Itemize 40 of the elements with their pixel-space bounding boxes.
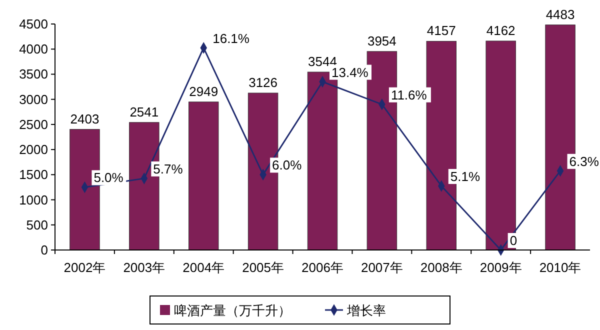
data-label: 5.1%: [450, 168, 480, 184]
data-label: 5.7%: [153, 161, 184, 176]
bar: [486, 40, 516, 250]
y-tick-label: 1000: [19, 192, 48, 208]
data-label: 3954: [367, 33, 396, 48]
y-tick-label: 3000: [19, 92, 48, 107]
y-tick-label: 4500: [19, 16, 48, 32]
data-label: 6.0%: [272, 158, 302, 173]
legend-label: 啤酒产量（万千升）: [174, 303, 291, 318]
y-tick-label: 2000: [19, 142, 48, 158]
y-tick-label: 3500: [19, 66, 48, 82]
y-tick-label: 4000: [19, 42, 48, 57]
x-tick-label: 2009年: [480, 260, 522, 275]
data-label: 3126: [248, 75, 278, 90]
data-label: 2949: [189, 84, 218, 99]
data-label: 4162: [486, 22, 516, 38]
x-tick-label: 2006年: [302, 260, 344, 275]
y-tick-label: 1500: [19, 167, 48, 182]
x-tick-label: 2008年: [420, 260, 462, 275]
data-label: 4157: [426, 23, 456, 38]
data-label: 2541: [130, 104, 159, 120]
data-label: 13.4%: [332, 64, 369, 80]
y-tick-label: 2500: [19, 116, 48, 132]
data-label: 0: [510, 233, 518, 248]
x-tick-label: 2003年: [123, 260, 166, 275]
x-tick-label: 2007年: [360, 260, 403, 275]
data-label: 11.6%: [390, 87, 428, 102]
x-tick-label: 2005年: [242, 260, 284, 275]
x-tick-label: 2002年: [64, 260, 106, 275]
x-tick-label: 2004年: [182, 260, 225, 275]
y-tick-label: 500: [26, 217, 48, 232]
x-tick-label: 2010年: [539, 260, 582, 275]
bar: [188, 102, 219, 250]
data-label: 6.3%: [569, 154, 600, 169]
legend-label: 增长率: [346, 303, 386, 318]
data-label: 5.0%: [94, 170, 124, 186]
y-tick-label: 0: [40, 242, 48, 258]
data-label: 16.1%: [212, 30, 250, 46]
data-label: 2403: [70, 111, 100, 126]
data-label: 4483: [546, 6, 575, 22]
